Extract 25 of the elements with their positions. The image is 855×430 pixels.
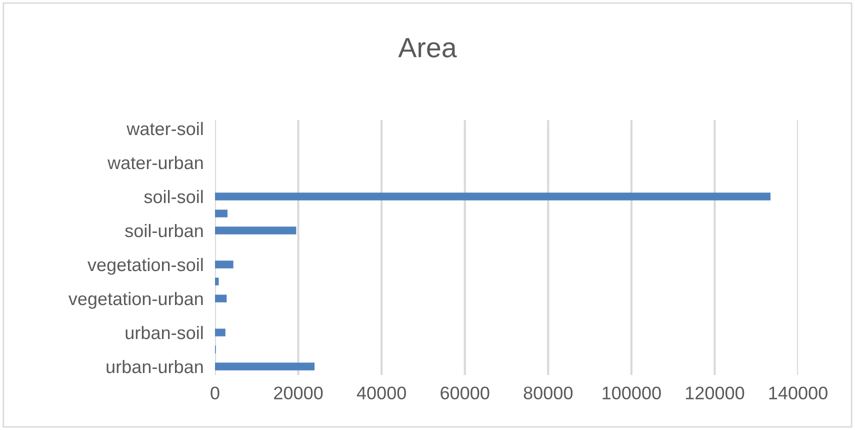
x-tick-label: 80000 xyxy=(524,386,573,400)
x-tick-label: 40000 xyxy=(356,386,406,400)
y-tick-label: soil-soil xyxy=(144,190,203,204)
y-tick-label: soil-urban xyxy=(125,224,203,238)
y-tick-label: water-soil xyxy=(126,122,203,136)
chart-title: Area xyxy=(398,38,457,58)
y-tick-label: vegetation-urban xyxy=(68,292,203,309)
x-tick-label: 140000 xyxy=(769,386,828,400)
bar xyxy=(215,294,227,302)
bar xyxy=(215,362,315,370)
x-tick-label: 60000 xyxy=(440,386,490,400)
bar xyxy=(215,210,228,218)
x-tick-label: 0 xyxy=(210,386,220,400)
bar xyxy=(215,278,219,286)
y-tick-label: urban-urban xyxy=(106,360,203,374)
bar xyxy=(215,260,234,268)
y-tick-label: vegetation-soil xyxy=(88,258,203,275)
bar xyxy=(215,226,296,234)
bar xyxy=(215,328,226,336)
y-tick-label: urban-soil xyxy=(126,326,203,340)
x-tick-label: 100000 xyxy=(602,386,661,400)
x-tick-label: 120000 xyxy=(686,386,744,400)
x-tick-label: 20000 xyxy=(274,386,323,400)
bar xyxy=(215,192,771,200)
y-tick-label: water-urban xyxy=(108,156,203,170)
